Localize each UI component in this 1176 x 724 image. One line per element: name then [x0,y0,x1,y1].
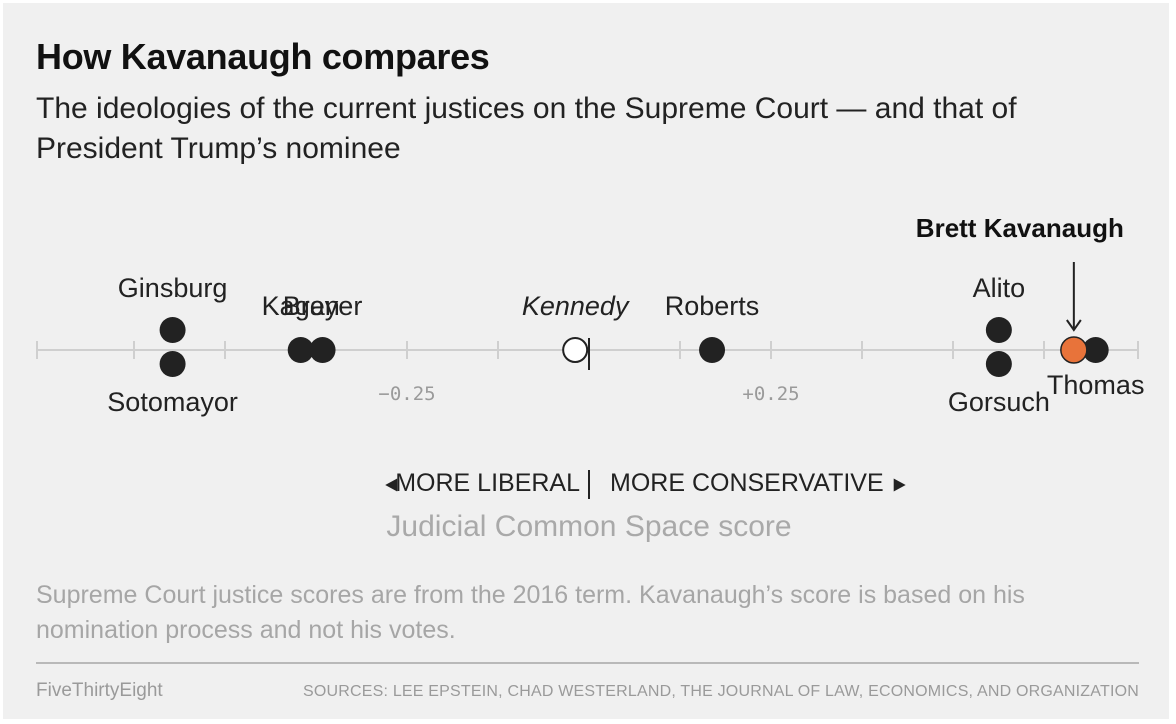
nominee-layer: Brett Kavanaugh [916,213,1124,364]
justice-label-kennedy: Kennedy [522,291,630,321]
justice-label-roberts: Roberts [665,291,760,321]
nominee-dot [1060,336,1088,364]
justice-dot-roberts [699,337,726,363]
tick-layer: −0.25 +0.25 [133,338,1045,405]
chart-title: How Kavanaugh compares [36,36,490,77]
justice-label-gorsuch: Gorsuch [948,387,1050,417]
justice-label-ginsburg: Ginsburg [118,273,228,303]
justice-dot-kagan [287,337,314,363]
justice-dot-gorsuch [985,351,1012,377]
justice-dot-ginsburg [159,317,186,343]
justice-label-sotomayor: Sotomayor [107,387,238,417]
justice-dot-kennedy [562,337,589,363]
justice-dot-breyer [309,337,336,363]
direction-layer: MORE LIBERAL MORE CONSERVATIVE Judicial … [385,469,906,543]
brand-label: FiveThirtyEight [36,680,163,701]
right-arrow-icon [893,478,906,492]
left-arrow-icon [385,478,398,492]
more-liberal-label: MORE LIBERAL [395,469,580,497]
justice-label-alito: Alito [973,273,1026,303]
sources-label: SOURCES: LEE EPSTEIN, CHAD WESTERLAND, T… [303,683,1139,700]
point-layer [159,317,1109,377]
axis-tick-label: +0.25 [742,383,799,405]
nominee-arrow-head [1066,319,1082,332]
chart-card: How Kavanaugh compares The ideologies of… [3,3,1169,719]
chart-subtitle: The ideologies of the current justices o… [36,92,1017,165]
x-axis-title: Judicial Common Space score [386,510,791,543]
footer-divider [36,662,1139,664]
justice-label-kagan: Kagan [262,291,340,321]
more-conservative-label: MORE CONSERVATIVE [610,469,884,497]
justice-dot-alito [985,317,1012,343]
justice-label-breyer: Breyer [283,291,363,321]
justice-label-thomas: Thomas [1047,370,1145,400]
nominee-label: Brett Kavanaugh [916,213,1124,243]
footnote: Supreme Court justice scores are from th… [36,581,1025,644]
justice-dot-thomas [1082,337,1109,363]
axis-tick-label: −0.25 [378,383,435,405]
justice-dot-sotomayor [159,351,186,377]
